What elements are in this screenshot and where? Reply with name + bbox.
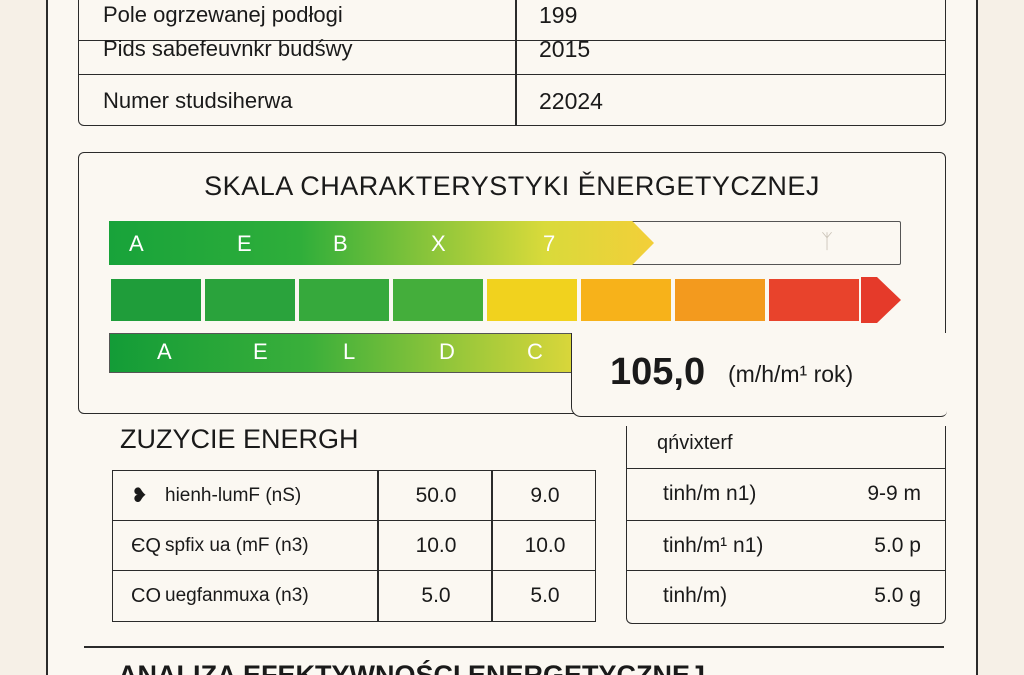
- scale-segment: [391, 277, 485, 323]
- scale-letter: C: [527, 339, 543, 364]
- energy-scale-panel: SKALA CHARAKTERYSTYKI ĚNERGETYCZNEJ A E …: [78, 152, 947, 417]
- scale-letter: L: [343, 339, 356, 364]
- co-icon: CO: [131, 585, 161, 607]
- scale-segment: [579, 277, 673, 323]
- info-label: Pids sabefeuvnkr budśwy: [103, 36, 353, 61]
- info-value: 2015: [539, 36, 591, 62]
- energy-value-callout: 105,0 (m/h/m¹ rok): [571, 333, 947, 417]
- scale-segment: [767, 277, 861, 323]
- row-label: tinh/m n1): [663, 482, 757, 505]
- row-value: 5.0 p: [874, 534, 921, 557]
- table-row: Pids sabefeuvnkr budśwy 2015: [79, 23, 945, 75]
- scale-letter: 7: [543, 231, 556, 256]
- table-row: Pole ogrzewanej podłogi 199: [79, 0, 945, 41]
- eq-icon: ЄQ: [131, 535, 161, 557]
- scale-letter: E: [237, 231, 252, 256]
- info-value: 199: [539, 2, 578, 28]
- scale-letter: X: [431, 231, 446, 256]
- energy-unit: (m/h/m¹ rok): [728, 361, 854, 387]
- scale-letter: A: [129, 231, 144, 256]
- row-value: 5.0 g: [874, 584, 921, 607]
- table-row: Numer studsiherwa 22024: [79, 75, 945, 125]
- scale-ghost-mark: ᛉ: [821, 231, 833, 253]
- row-label: spfix ua (mF (n3): [165, 535, 309, 556]
- column-divider: [377, 471, 379, 621]
- section-divider: [84, 646, 944, 648]
- scale-segment: [203, 277, 297, 323]
- consumption-title: ZUZYCIE ENERGH: [120, 424, 359, 454]
- side-panel: qńvixterf tinh/m n1) 9-9 m tinh/m¹ n1) 5…: [626, 426, 946, 624]
- row-value: 50.0: [415, 484, 457, 507]
- consumption-table: ❥ hienh-lumF (nS) 50.0 9.0 ЄQ spfix ua (…: [112, 470, 596, 622]
- row-label: tinh/m): [663, 584, 728, 607]
- scale-letter: A: [157, 339, 172, 364]
- table-row: tinh/m) 5.0 g: [627, 570, 945, 620]
- scale-bar-gradient: [109, 221, 654, 265]
- scale-letter: E: [253, 339, 268, 364]
- scale-letter: B: [333, 231, 348, 256]
- energy-value: 105,0: [610, 351, 706, 393]
- row-value: 9.0: [530, 484, 560, 507]
- table-row: tinh/m n1) 9-9 m: [627, 468, 945, 518]
- info-label: Pole ogrzewanej podłogi: [103, 2, 343, 27]
- analysis-title: ANALIZA EFEKTYWNOŚCI ENERGETYCZNEJ: [118, 660, 706, 675]
- table-row: ЄQ spfix ua (mF (n3) 10.0 10.0: [113, 521, 595, 571]
- info-label: Numer studsiherwa: [103, 88, 293, 113]
- scale-segment: [861, 277, 901, 323]
- row-value: 10.0: [524, 534, 566, 557]
- row-value: 9-9 m: [867, 482, 921, 505]
- row-label: tinh/m¹ n1): [663, 534, 764, 557]
- table-row: CO uegfanmuxa (n3) 5.0 5.0: [113, 571, 595, 621]
- row-label: uegfanmuxa (n3): [165, 585, 309, 606]
- scale-segment: [673, 277, 767, 323]
- scale-title: SKALA CHARAKTERYSTYKI ĚNERGETYCZNEJ: [204, 171, 820, 201]
- table-row: ❥ hienh-lumF (nS) 50.0 9.0: [113, 471, 595, 521]
- scale-segment: [109, 277, 203, 323]
- row-label: hienh-lumF (nS): [165, 485, 302, 506]
- side-panel-title: qńvixterf: [657, 432, 733, 454]
- info-value: 22024: [539, 88, 603, 114]
- building-info-table: Pole ogrzewanej podłogi 199 Pids sabefeu…: [78, 0, 946, 126]
- row-value: 10.0: [415, 534, 457, 557]
- heart-icon: ❥: [131, 485, 148, 507]
- column-divider: [515, 0, 517, 125]
- scale-segment: [297, 277, 391, 323]
- scale-letter: D: [439, 339, 455, 364]
- scale-segment: [485, 277, 579, 323]
- table-row: tinh/m¹ n1) 5.0 p: [627, 520, 945, 570]
- row-value: 5.0: [530, 584, 560, 607]
- row-value: 5.0: [421, 584, 451, 607]
- column-divider: [491, 471, 493, 621]
